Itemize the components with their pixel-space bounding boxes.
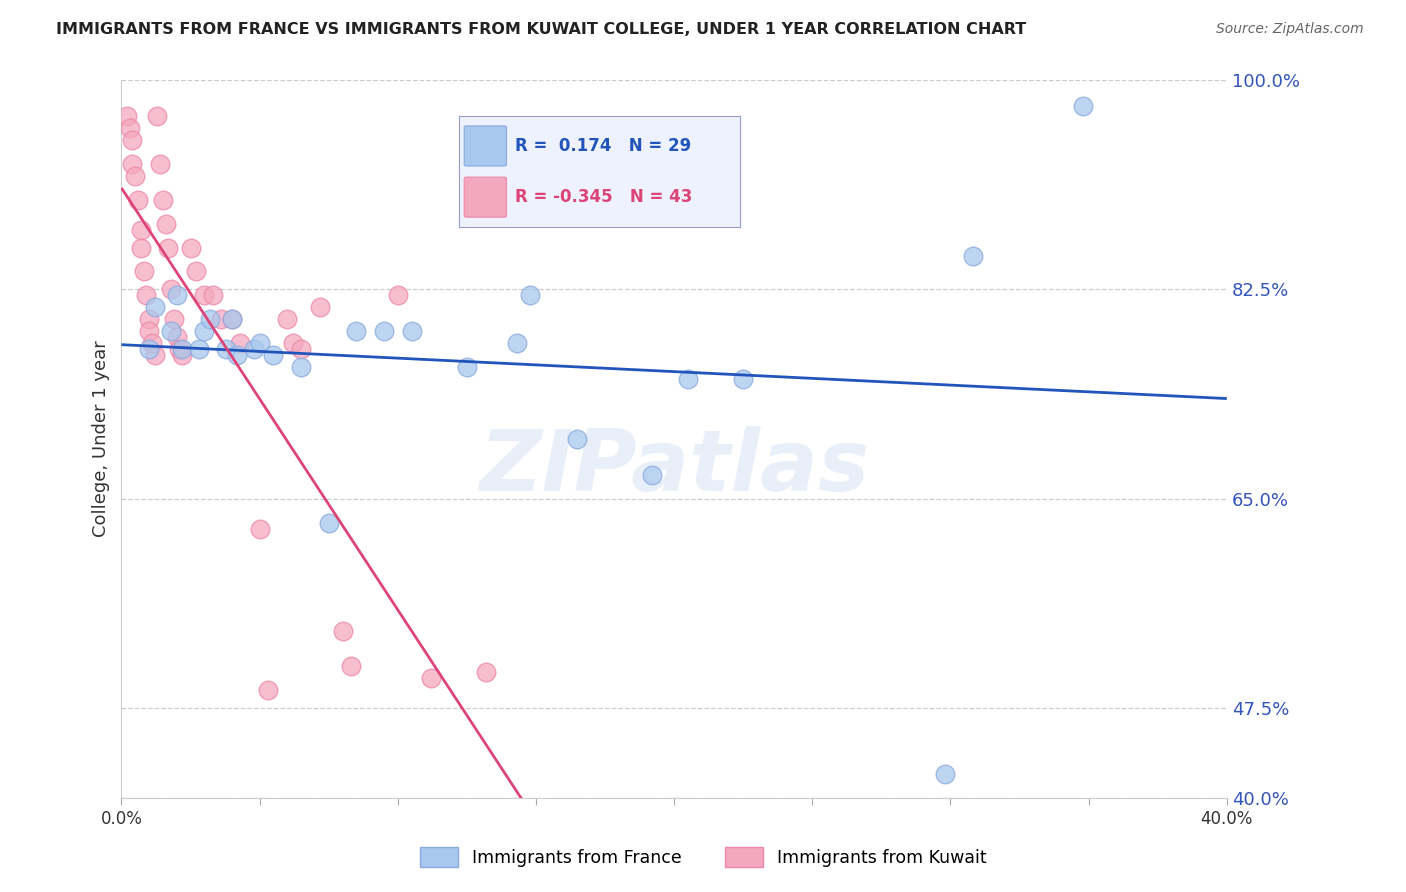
Point <box>127 193 149 207</box>
Legend: Immigrants from France, Immigrants from Kuwait: Immigrants from France, Immigrants from … <box>412 840 994 874</box>
Point <box>373 324 395 338</box>
Point <box>226 348 249 362</box>
Point <box>135 288 157 302</box>
Point <box>169 343 191 357</box>
Point <box>187 343 209 357</box>
Point <box>166 330 188 344</box>
Point <box>1071 99 1094 113</box>
Point <box>934 767 956 781</box>
Point <box>387 288 409 302</box>
Point <box>141 336 163 351</box>
Point <box>115 109 138 123</box>
Point <box>184 264 207 278</box>
Point <box>257 683 280 698</box>
Point <box>124 169 146 183</box>
Point <box>567 432 589 446</box>
Point <box>276 312 298 326</box>
Point <box>193 288 215 302</box>
Point <box>138 324 160 338</box>
Point <box>138 312 160 326</box>
Point <box>146 109 169 123</box>
Point <box>149 157 172 171</box>
Point <box>309 301 332 315</box>
Point <box>121 157 143 171</box>
Text: Source: ZipAtlas.com: Source: ZipAtlas.com <box>1216 22 1364 37</box>
Point <box>401 324 423 338</box>
Point <box>229 336 252 351</box>
Point <box>198 312 221 326</box>
Point <box>332 624 354 638</box>
Point <box>243 343 266 357</box>
Point <box>262 348 284 362</box>
Point <box>962 249 984 263</box>
Point <box>209 312 232 326</box>
Point <box>163 312 186 326</box>
Point <box>118 120 141 135</box>
Point <box>249 336 271 351</box>
Point <box>193 324 215 338</box>
Point <box>519 288 541 302</box>
Point <box>160 282 183 296</box>
Text: ZIPatlas: ZIPatlas <box>479 426 869 509</box>
Text: IMMIGRANTS FROM FRANCE VS IMMIGRANTS FROM KUWAIT COLLEGE, UNDER 1 YEAR CORRELATI: IMMIGRANTS FROM FRANCE VS IMMIGRANTS FRO… <box>56 22 1026 37</box>
Point <box>157 241 180 255</box>
Y-axis label: College, Under 1 year: College, Under 1 year <box>93 341 110 538</box>
Point <box>221 312 243 326</box>
Point <box>281 336 304 351</box>
Point <box>733 372 755 386</box>
Point <box>160 324 183 338</box>
Point <box>129 222 152 236</box>
Point <box>143 301 166 315</box>
Point <box>221 312 243 326</box>
Point <box>249 522 271 536</box>
Point <box>419 672 441 686</box>
Point <box>201 288 224 302</box>
Point <box>290 343 312 357</box>
Point <box>344 324 367 338</box>
Point <box>475 665 498 680</box>
Point <box>132 264 155 278</box>
Point <box>180 241 202 255</box>
Point <box>152 193 174 207</box>
Point <box>456 360 478 375</box>
Point <box>215 343 238 357</box>
Point <box>172 343 194 357</box>
Point <box>172 348 194 362</box>
Point <box>121 133 143 147</box>
Point <box>676 372 699 386</box>
Point <box>339 659 361 673</box>
Point <box>641 467 664 482</box>
Point <box>505 336 527 351</box>
Point <box>143 348 166 362</box>
Point <box>318 516 340 530</box>
Point <box>138 343 160 357</box>
Point <box>166 288 188 302</box>
Point <box>129 241 152 255</box>
Point <box>290 360 312 375</box>
Point <box>155 217 177 231</box>
